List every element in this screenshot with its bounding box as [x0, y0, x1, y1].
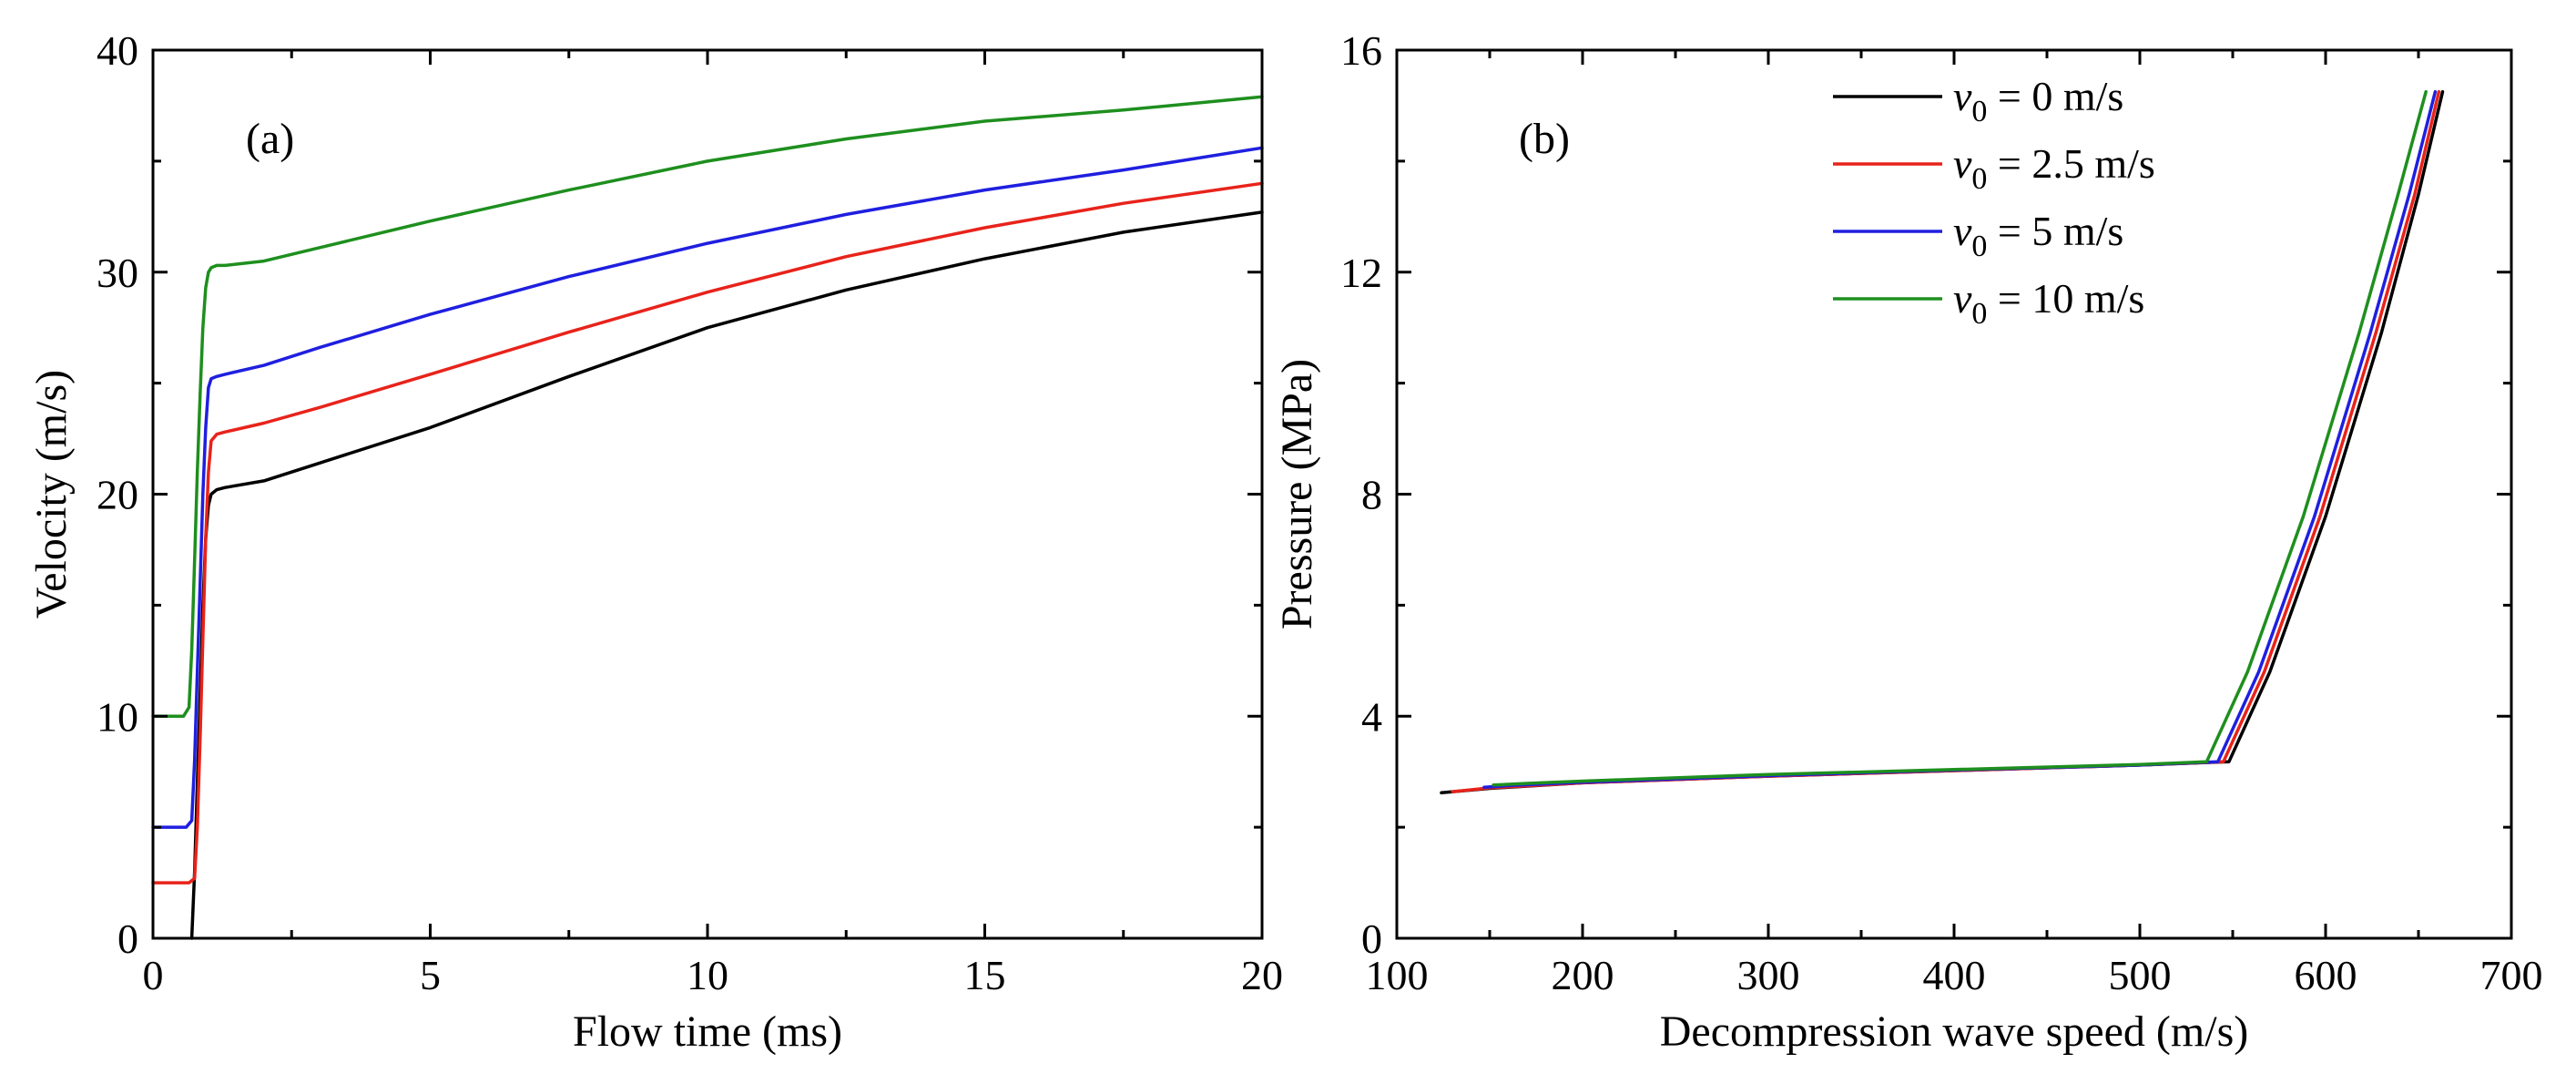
series-line-b-2	[1482, 89, 2438, 790]
x-tick-label: 5	[420, 952, 441, 998]
x-axis-title: Decompression wave speed (m/s)	[1660, 1007, 2248, 1056]
x-tick-label: 300	[1737, 952, 1800, 998]
x-tick-label: 400	[1923, 952, 1986, 998]
x-tick-label: 15	[964, 952, 1006, 998]
series-line-a-1	[151, 181, 1264, 885]
y-axis-title: Pressure (MPa)	[1273, 359, 1321, 629]
y-axis-title: Velocity (m/s)	[27, 370, 76, 619]
plot-frame	[151, 48, 1264, 940]
series-line-b-3	[1492, 89, 2428, 787]
x-tick-label: 700	[2480, 952, 2543, 998]
panel-a: 0 5 10 15 20 0 10 20 30 40 Flow time (ms) Velocity …	[27, 27, 1283, 1056]
x-tick-label: 200	[1552, 952, 1614, 998]
y-tick-label: 8	[1361, 472, 1382, 518]
x-axis-title: Flow time (ms)	[573, 1007, 842, 1056]
y-tick-label: 20	[97, 472, 138, 518]
panel-label: (b)	[1519, 115, 1570, 163]
panel-label: (a)	[246, 115, 294, 163]
series-line-a-0	[189, 210, 1264, 940]
legend-label: v0 = 2.5 m/s	[1953, 140, 2155, 196]
legend-label: v0 = 10 m/s	[1953, 275, 2144, 331]
y-tick-label: 12	[1340, 250, 1382, 296]
x-tick-label: 600	[2295, 952, 2357, 998]
x-tick-label: 100	[1366, 952, 1429, 998]
series-line-b-1	[1451, 89, 2441, 793]
y-tick-label: 4	[1361, 693, 1382, 740]
x-tick-label: 0	[143, 952, 164, 998]
x-tick-label: 10	[687, 952, 728, 998]
y-tick-label: 10	[97, 693, 138, 740]
legend: v0 = 0 m/s v0 = 2.5 m/s v0 = 5 m/s v0 = 10 …	[1833, 73, 2155, 331]
legend-label: v0 = 5 m/s	[1953, 208, 2123, 263]
y-tick-label: 16	[1340, 27, 1382, 74]
series-line-a-2	[151, 146, 1264, 829]
y-tick-label: 0	[1361, 915, 1382, 962]
x-tick-label: 20	[1241, 952, 1283, 998]
x-tick-label: 500	[2109, 952, 2172, 998]
legend-label: v0 = 0 m/s	[1953, 73, 2123, 128]
series-line-a-3	[151, 95, 1264, 719]
y-tick-label: 40	[97, 27, 138, 74]
series-line-b-0	[1440, 89, 2445, 795]
y-tick-label: 0	[117, 915, 138, 962]
y-tick-label: 30	[97, 250, 138, 296]
panel-b: 100 200 300 400 500 600 700 0 4 8 12 16 Decompressio…	[1273, 27, 2543, 1056]
